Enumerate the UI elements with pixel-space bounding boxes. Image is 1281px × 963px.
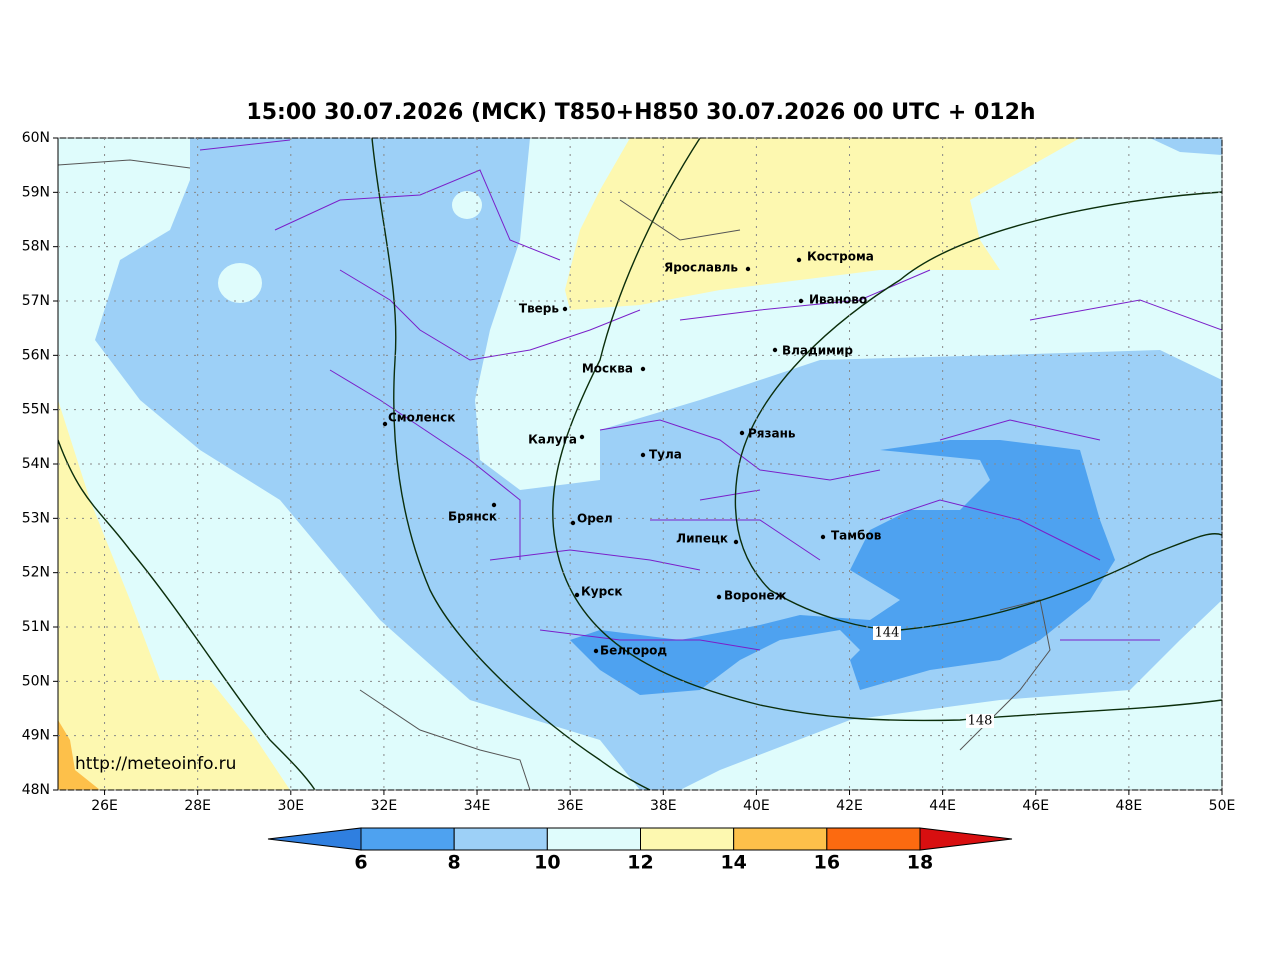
lon-label: 40E	[743, 798, 770, 814]
colorbar-extend	[919, 827, 1013, 851]
city-dot	[739, 430, 745, 436]
contour-label: 148	[968, 714, 993, 729]
city-label: Москва	[582, 362, 633, 376]
city-label: Липецк	[676, 532, 728, 546]
map-area	[57, 137, 1223, 791]
contour-label: 144	[875, 626, 900, 641]
lon-label: 48E	[1116, 798, 1143, 814]
lat-label: 60N	[22, 130, 50, 146]
city-dot	[772, 347, 778, 353]
lon-label: 32E	[371, 798, 398, 814]
lat-label: 53N	[22, 510, 50, 526]
contour-label-bg	[873, 626, 901, 640]
lon-label: 42E	[836, 798, 863, 814]
lon-label: 38E	[650, 798, 677, 814]
lon-label: 34E	[464, 798, 491, 814]
lon-label: 30E	[277, 798, 304, 814]
city-label: Воронеж	[724, 589, 787, 603]
colorbar-tick: 16	[814, 852, 840, 874]
lat-label: 55N	[22, 402, 50, 418]
city-dot	[562, 306, 568, 312]
lat-label: 57N	[22, 293, 50, 309]
lat-label: 48N	[22, 782, 50, 798]
city-dot	[733, 539, 739, 545]
colorbar-tick: 12	[627, 852, 653, 874]
city-label: Ярославль	[664, 261, 738, 275]
city-label: Рязань	[748, 427, 796, 441]
lat-label: 59N	[22, 184, 50, 200]
city-dot	[716, 594, 722, 600]
city-label: Иваново	[809, 293, 867, 307]
city-label: Тула	[649, 448, 682, 462]
city-label: Брянск	[448, 510, 497, 524]
city-dot	[796, 257, 802, 263]
lon-label: 44E	[929, 798, 956, 814]
colorbar-box	[546, 827, 641, 851]
city-dot	[745, 266, 751, 272]
colorbar-tick: 14	[720, 852, 746, 874]
city-dot	[593, 648, 599, 654]
city-dot	[491, 502, 497, 508]
city-dot	[579, 434, 585, 440]
city-label: Орел	[577, 512, 613, 526]
city-label: Калуга	[528, 433, 577, 447]
colorbar-box	[733, 827, 828, 851]
colorbar-tick: 18	[907, 852, 933, 874]
city-label: Курск	[581, 585, 622, 599]
lon-label: 50E	[1209, 798, 1236, 814]
city-label: Тверь	[519, 302, 560, 316]
colorbar-box	[826, 827, 921, 851]
lat-label: 49N	[22, 728, 50, 744]
colorbar-box	[453, 827, 548, 851]
source-url: http://meteoinfo.ru	[75, 754, 236, 774]
map-title: 15:00 30.07.2026 (МСК) T850+H850 30.07.2…	[246, 100, 1035, 125]
lat-label: 54N	[22, 456, 50, 472]
lat-label: 56N	[22, 347, 50, 363]
city-label: Кострома	[807, 250, 874, 264]
city-dot	[820, 534, 826, 540]
colorbar-box	[360, 827, 455, 851]
city-dot	[382, 421, 388, 427]
lon-label: 46E	[1022, 798, 1049, 814]
colorbar-extend	[267, 827, 362, 851]
colorbar-tick: 6	[354, 852, 367, 874]
city-label: Смоленск	[388, 411, 455, 425]
colorbar-box	[640, 827, 735, 851]
lat-label: 52N	[22, 565, 50, 581]
lon-label: 26E	[91, 798, 118, 814]
city-label: Владимир	[782, 344, 853, 358]
lat-label: 50N	[22, 673, 50, 689]
city-dot	[640, 366, 646, 372]
lat-label: 51N	[22, 619, 50, 635]
city-dot	[640, 452, 646, 458]
city-label: Белгород	[600, 644, 667, 658]
colorbar-tick: 8	[448, 852, 461, 874]
contour-label-bg	[966, 714, 994, 728]
lon-label: 28E	[184, 798, 211, 814]
lon-label: 36E	[557, 798, 584, 814]
colorbar-tick: 10	[534, 852, 560, 874]
city-dot	[574, 592, 580, 598]
city-dot	[570, 520, 576, 526]
lat-label: 58N	[22, 239, 50, 255]
city-label: Тамбов	[831, 529, 882, 543]
city-dot	[798, 298, 804, 304]
